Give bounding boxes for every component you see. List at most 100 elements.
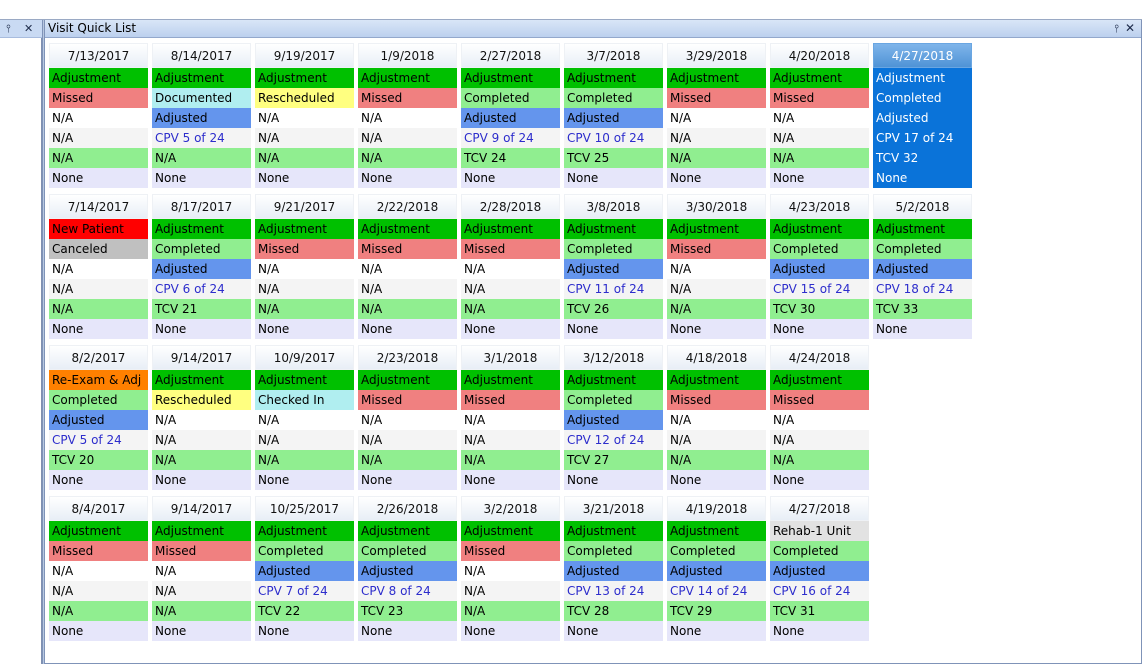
visit-card[interactable]: 4/24/2018 Adjustment Missed N/A N/A N/A None [770,345,869,490]
visit-cpv: CPV 16 of 24 [770,581,869,601]
visit-note: None [152,168,251,188]
visit-card[interactable]: 3/29/2018 Adjustment Missed N/A N/A N/A None [667,43,766,188]
close-icon[interactable]: ✕ [24,22,34,35]
visit-card[interactable]: 2/22/2018 Adjustment Missed N/A N/A N/A None [358,194,457,339]
visit-status: Completed [873,239,972,259]
visit-tcv: N/A [667,450,766,470]
visit-cpv: N/A [461,430,560,450]
visit-cpv: N/A [667,279,766,299]
visit-card[interactable]: 3/1/2018 Adjustment Missed N/A N/A N/A None [461,345,560,490]
visit-card[interactable]: 4/20/2018 Adjustment Missed N/A N/A N/A None [770,43,869,188]
visit-card[interactable]: 4/18/2018 Adjustment Missed N/A N/A N/A None [667,345,766,490]
visit-type: Adjustment [49,521,148,541]
visit-card[interactable]: 10/9/2017 Adjustment Checked In N/A N/A N/A No… [255,345,354,490]
visit-status: Completed [152,239,251,259]
visit-card[interactable]: 5/2/2018 Adjustment Completed Adjusted CPV 1… [873,194,972,339]
visit-card[interactable]: 4/27/2018 Rehab-1 Unit Completed Adjusted CP… [770,496,869,641]
visit-adjusted: Adjusted [770,561,869,581]
visit-card[interactable]: 8/17/2017 Adjustment Completed Adjusted CPV … [152,194,251,339]
visit-note: None [255,168,354,188]
visit-tcv: N/A [255,148,354,168]
visit-note: None [49,621,148,641]
visit-note: None [770,470,869,490]
visit-type: New Patient [49,219,148,239]
visit-type: Adjustment [873,219,972,239]
visit-adjusted: Adjusted [873,108,972,128]
visit-note: None [461,470,560,490]
visit-type: Adjustment [358,68,457,88]
visit-tcv: N/A [667,148,766,168]
close-icon[interactable]: ✕ [1124,21,1135,35]
visit-cpv: CPV 13 of 24 [564,581,663,601]
visit-adjusted: N/A [49,108,148,128]
visit-date-header: 3/1/2018 [461,345,560,370]
visit-cpv: N/A [461,279,560,299]
visit-status: Completed [667,541,766,561]
visit-card[interactable]: 9/14/2017 Adjustment Rescheduled N/A N/A N/A N… [152,345,251,490]
visit-card[interactable]: 2/26/2018 Adjustment Completed Adjusted CPV … [358,496,457,641]
visit-card[interactable]: 2/28/2018 Adjustment Missed N/A N/A N/A None [461,194,560,339]
visit-tcv: TCV 28 [564,601,663,621]
visit-card[interactable]: 4/27/2018 Adjustment Completed Adjusted CPV … [873,43,972,188]
visit-status: Documented [152,88,251,108]
visit-type: Adjustment [49,68,148,88]
visit-date-header: 10/25/2017 [255,496,354,521]
visit-cpv: N/A [358,279,457,299]
visit-cpv: N/A [49,581,148,601]
visit-tcv: N/A [152,601,251,621]
visit-card[interactable]: 3/2/2018 Adjustment Missed N/A N/A N/A None [461,496,560,641]
visit-card[interactable]: 7/13/2017 Adjustment Missed N/A N/A N/A None [49,43,148,188]
visit-card[interactable]: 2/27/2018 Adjustment Completed Adjusted CPV … [461,43,560,188]
visit-adjusted: Adjusted [667,561,766,581]
visit-tcv: TCV 22 [255,601,354,621]
visit-cpv: N/A [49,128,148,148]
visit-note: None [564,168,663,188]
visit-tcv: N/A [770,450,869,470]
visit-card[interactable]: 10/25/2017 Adjustment Completed Adjusted CPV… [255,496,354,641]
visit-card[interactable]: 7/14/2017 New Patient Canceled N/A N/A N/A Non… [49,194,148,339]
visit-tcv: TCV 23 [358,601,457,621]
visit-date-header: 8/14/2017 [152,43,251,68]
visit-card[interactable]: 9/21/2017 Adjustment Missed N/A N/A N/A None [255,194,354,339]
pin-icon[interactable]: ⫯ [6,22,11,35]
visit-adjusted: Adjusted [255,561,354,581]
visit-note: None [564,319,663,339]
visit-type: Adjustment [461,219,560,239]
visit-card[interactable]: 9/14/2017 Adjustment Missed N/A N/A N/A None [152,496,251,641]
visit-card[interactable]: 4/23/2018 Adjustment Completed Adjusted CPV … [770,194,869,339]
visit-tcv: N/A [255,299,354,319]
visit-type: Adjustment [152,219,251,239]
pin-icon[interactable]: ⫯ [1114,22,1119,35]
visit-cpv: N/A [667,128,766,148]
window-titlebar: Visit Quick List ⫯ ✕ [45,20,1141,38]
visit-note: None [564,470,663,490]
visit-status: Completed [770,239,869,259]
visit-card[interactable]: 3/30/2018 Adjustment Missed N/A N/A N/A None [667,194,766,339]
visit-card[interactable]: 8/4/2017 Adjustment Missed N/A N/A N/A None [49,496,148,641]
visit-cpv: N/A [255,128,354,148]
visit-card[interactable]: 2/23/2018 Adjustment Missed N/A N/A N/A None [358,345,457,490]
visit-cpv: N/A [255,279,354,299]
visit-date-header: 9/14/2017 [152,496,251,521]
visit-adjusted: Adjusted [564,108,663,128]
visit-note: None [564,621,663,641]
panel-splitter[interactable] [42,20,45,664]
visit-adjusted: Adjusted [358,561,457,581]
visit-adjusted: N/A [49,561,148,581]
visit-cpv: CPV 11 of 24 [564,279,663,299]
visit-card[interactable]: 8/14/2017 Adjustment Documented Adjusted CPV… [152,43,251,188]
visit-card[interactable]: 3/8/2018 Adjustment Completed Adjusted CPV 1… [564,194,663,339]
visit-card[interactable]: 4/19/2018 Adjustment Completed Adjusted CPV … [667,496,766,641]
visit-status: Missed [770,88,869,108]
visit-card[interactable]: 3/21/2018 Adjustment Completed Adjusted CPV … [564,496,663,641]
visit-card[interactable]: 3/12/2018 Adjustment Completed Adjusted CPV … [564,345,663,490]
visit-card[interactable]: 3/7/2018 Adjustment Completed Adjusted CPV 1… [564,43,663,188]
visit-date-header: 3/21/2018 [564,496,663,521]
visit-card[interactable]: 8/2/2017 Re-Exam & Adj Completed Adjusted CP… [49,345,148,490]
visit-status: Missed [461,239,560,259]
visit-card[interactable]: 9/19/2017 Adjustment Rescheduled N/A N/A N/A N… [255,43,354,188]
visit-status: Missed [667,239,766,259]
visit-card[interactable]: 1/9/2018 Adjustment Missed N/A N/A N/A None [358,43,457,188]
visit-cpv: N/A [770,128,869,148]
visit-status: Missed [49,541,148,561]
